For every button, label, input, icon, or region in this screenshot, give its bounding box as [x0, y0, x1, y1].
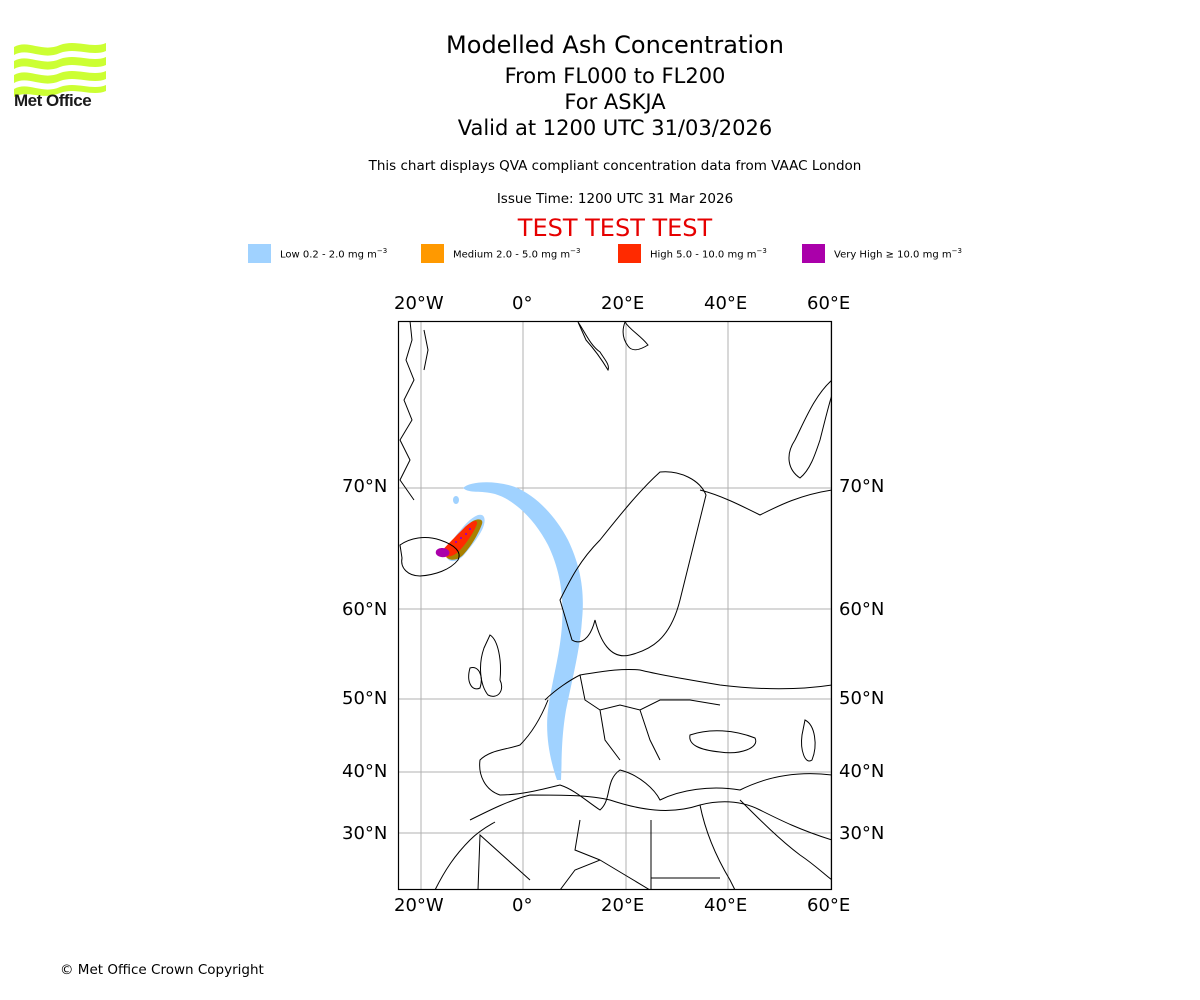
lon-label-bottom-40e: 40°E — [704, 895, 748, 916]
lon-label-bottom-20w: 20°W — [394, 895, 444, 916]
met-office-logo-text: Met Office — [14, 91, 92, 110]
issue-time: Issue Time: 1200 UTC 31 Mar 2026 — [496, 191, 734, 207]
legend-item-low: Low 0.2 - 2.0 mg m−3 — [248, 244, 387, 263]
chart-subtitle: This chart displays QVA compliant concen… — [368, 158, 862, 174]
country-borders — [477, 674, 721, 890]
legend-swatch-very-high — [802, 244, 825, 263]
volcano-name: For ASKJA — [564, 90, 666, 114]
lat-label-right-40n: 40°N — [839, 761, 885, 782]
lat-label-right-60n: 60°N — [839, 599, 885, 620]
legend-item-high: High 5.0 - 10.0 mg m−3 — [618, 244, 767, 263]
met-office-logo-icon — [14, 43, 106, 97]
legend-label-low: Low 0.2 - 2.0 mg m−3 — [280, 246, 388, 261]
legend-swatch-low — [248, 244, 271, 263]
lat-label-left-50n: 50°N — [342, 688, 388, 709]
flight-level-range: From FL000 to FL200 — [504, 64, 726, 88]
legend-swatch-medium — [421, 244, 444, 263]
lon-label-top-20w: 20°W — [394, 293, 444, 314]
ash-high-region — [440, 521, 478, 557]
map-frame — [397, 320, 833, 891]
lon-label-bottom-60e: 60°E — [807, 895, 851, 916]
lat-label-left-70n: 70°N — [342, 476, 388, 497]
legend-item-very-high: Very High ≥ 10.0 mg m−3 — [802, 244, 962, 263]
lon-label-bottom-20e: 20°E — [601, 895, 645, 916]
coastlines — [399, 321, 832, 890]
lat-label-right-50n: 50°N — [839, 688, 885, 709]
copyright-notice: © Met Office Crown Copyright — [60, 962, 264, 978]
legend-label-medium: Medium 2.0 - 5.0 mg m−3 — [453, 246, 581, 261]
lat-label-left-60n: 60°N — [342, 599, 388, 620]
chart-title: Modelled Ash Concentration — [446, 31, 784, 59]
lon-label-bottom-0: 0° — [512, 895, 533, 916]
lon-label-top-40e: 40°E — [704, 293, 748, 314]
valid-time: Valid at 1200 UTC 31/03/2026 — [457, 116, 773, 140]
legend-label-very-high: Very High ≥ 10.0 mg m−3 — [834, 246, 962, 261]
graticule-gridlines — [398, 321, 832, 890]
lon-label-top-60e: 60°E — [807, 293, 851, 314]
lat-label-left-40n: 40°N — [342, 761, 388, 782]
lat-label-left-30n: 30°N — [342, 823, 388, 844]
lat-label-right-30n: 30°N — [839, 823, 885, 844]
legend-swatch-high — [618, 244, 641, 263]
ash-very-high-region — [435, 548, 450, 558]
legend-label-high: High 5.0 - 10.0 mg m−3 — [650, 246, 767, 261]
lat-label-right-70n: 70°N — [839, 476, 885, 497]
test-banner: TEST TEST TEST — [517, 214, 713, 242]
legend-item-medium: Medium 2.0 - 5.0 mg m−3 — [421, 244, 580, 263]
lon-label-top-20e: 20°E — [601, 293, 645, 314]
lon-label-top-0: 0° — [512, 293, 533, 314]
ash-low-region — [463, 482, 583, 780]
